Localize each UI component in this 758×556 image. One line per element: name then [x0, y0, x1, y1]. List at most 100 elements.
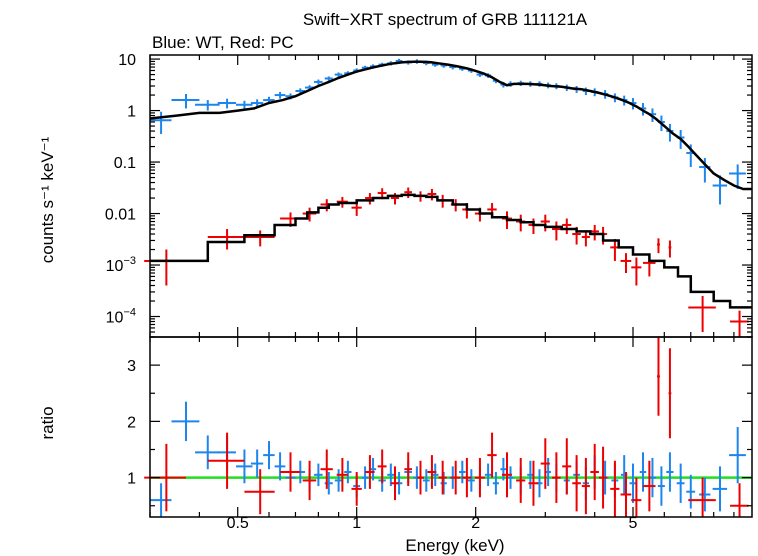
- ratio-y-axis-label: ratio: [38, 406, 57, 439]
- data-point: [274, 91, 286, 99]
- series-pc-ratio: [144, 337, 749, 517]
- data-point: [629, 463, 637, 503]
- data-point: [150, 483, 172, 517]
- data-point: [562, 438, 572, 495]
- data-point: [244, 230, 275, 247]
- data-point: [552, 221, 561, 241]
- x-tick-label: 1: [352, 515, 361, 532]
- data-point: [250, 449, 264, 478]
- data-point: [712, 466, 728, 512]
- data-point: [207, 229, 245, 250]
- data-point: [431, 463, 439, 487]
- data-point: [699, 477, 711, 512]
- data-point: [390, 466, 400, 501]
- ratio-frame: [149, 336, 753, 518]
- data-point: [581, 457, 590, 515]
- data-point: [416, 460, 425, 495]
- data-point: [235, 449, 253, 484]
- data-point: [688, 477, 716, 517]
- data-point: [361, 466, 369, 489]
- data-point: [729, 164, 746, 189]
- data-point: [620, 472, 632, 517]
- data-point: [438, 460, 447, 495]
- data-point: [528, 218, 539, 235]
- x-tick-label: 0.5: [227, 515, 249, 532]
- y-tick-label: 10−4: [106, 307, 136, 327]
- data-point: [516, 457, 526, 503]
- data-point: [656, 238, 660, 254]
- data-point: [320, 449, 333, 489]
- data-point: [590, 443, 599, 501]
- data-point: [581, 230, 590, 247]
- data-point: [235, 100, 253, 110]
- pc-model-curve: [150, 193, 752, 309]
- data-point: [274, 452, 286, 481]
- wt-model-curve: [149, 60, 752, 191]
- data-point: [462, 457, 472, 498]
- ratio-panel: 0.5 1 2 5 1 2 3: [127, 336, 753, 532]
- data-point: [171, 401, 200, 442]
- x-tick-label: 2: [471, 515, 480, 532]
- data-point: [631, 477, 642, 517]
- data-point: [686, 474, 696, 509]
- y-tick-label: 0.1: [114, 155, 136, 172]
- spectrum-y-axis-label: counts s⁻¹ keV⁻¹: [38, 136, 57, 263]
- data-point: [324, 76, 333, 81]
- data-point: [351, 472, 362, 506]
- y-tick-label: 1: [127, 104, 136, 121]
- data-point: [302, 460, 317, 501]
- data-point: [562, 218, 572, 235]
- chart-title: Swift−XRT spectrum of GRB 111121A: [303, 10, 588, 29]
- data-point: [656, 337, 660, 416]
- data-point: [668, 348, 672, 439]
- data-point: [540, 438, 550, 489]
- data-point: [344, 460, 352, 484]
- series-wt-ratio: [150, 401, 746, 517]
- data-point: [440, 472, 447, 495]
- data-point: [631, 257, 642, 286]
- data-point: [280, 452, 301, 492]
- data-point: [377, 449, 387, 484]
- y-tick-label: 10−3: [106, 255, 136, 275]
- data-point: [528, 460, 539, 506]
- data-point: [195, 435, 220, 470]
- data-point: [474, 457, 485, 498]
- data-point: [676, 463, 685, 503]
- data-point: [688, 296, 716, 333]
- y-tick-label: 0.01: [105, 207, 136, 224]
- chart-subtitle: Blue: WT, Red: PC: [152, 33, 294, 52]
- data-point: [365, 455, 375, 489]
- data-point: [572, 455, 581, 512]
- data-point: [334, 469, 343, 492]
- data-point: [657, 466, 665, 506]
- data-point: [730, 310, 749, 337]
- data-point: [507, 466, 514, 489]
- data-point: [459, 460, 466, 484]
- data-point: [620, 253, 632, 273]
- data-point: [712, 175, 728, 205]
- data-point: [643, 460, 656, 512]
- y-tick-label: 2: [127, 414, 136, 431]
- data-point: [729, 427, 746, 484]
- y-tick-label: 3: [127, 358, 136, 375]
- data-point: [500, 457, 507, 481]
- series-pc-spectrum: [144, 187, 749, 337]
- data-point: [422, 469, 430, 492]
- data-point: [501, 452, 512, 498]
- data-point: [610, 460, 620, 517]
- data-point: [195, 100, 220, 111]
- spectrum-panel: 10 1 0.1 0.01 10−3 10−4: [105, 52, 753, 338]
- data-point: [427, 455, 437, 489]
- x-tick-label: 5: [629, 515, 638, 532]
- data-point: [314, 463, 323, 487]
- data-point: [217, 98, 236, 109]
- data-point: [484, 463, 492, 487]
- series-wt-spectrum: [150, 58, 746, 205]
- data-point: [730, 483, 749, 517]
- data-point: [668, 240, 672, 258]
- data-point: [336, 457, 348, 492]
- data-point: [487, 432, 497, 478]
- data-point: [171, 93, 200, 109]
- data-point: [207, 432, 245, 489]
